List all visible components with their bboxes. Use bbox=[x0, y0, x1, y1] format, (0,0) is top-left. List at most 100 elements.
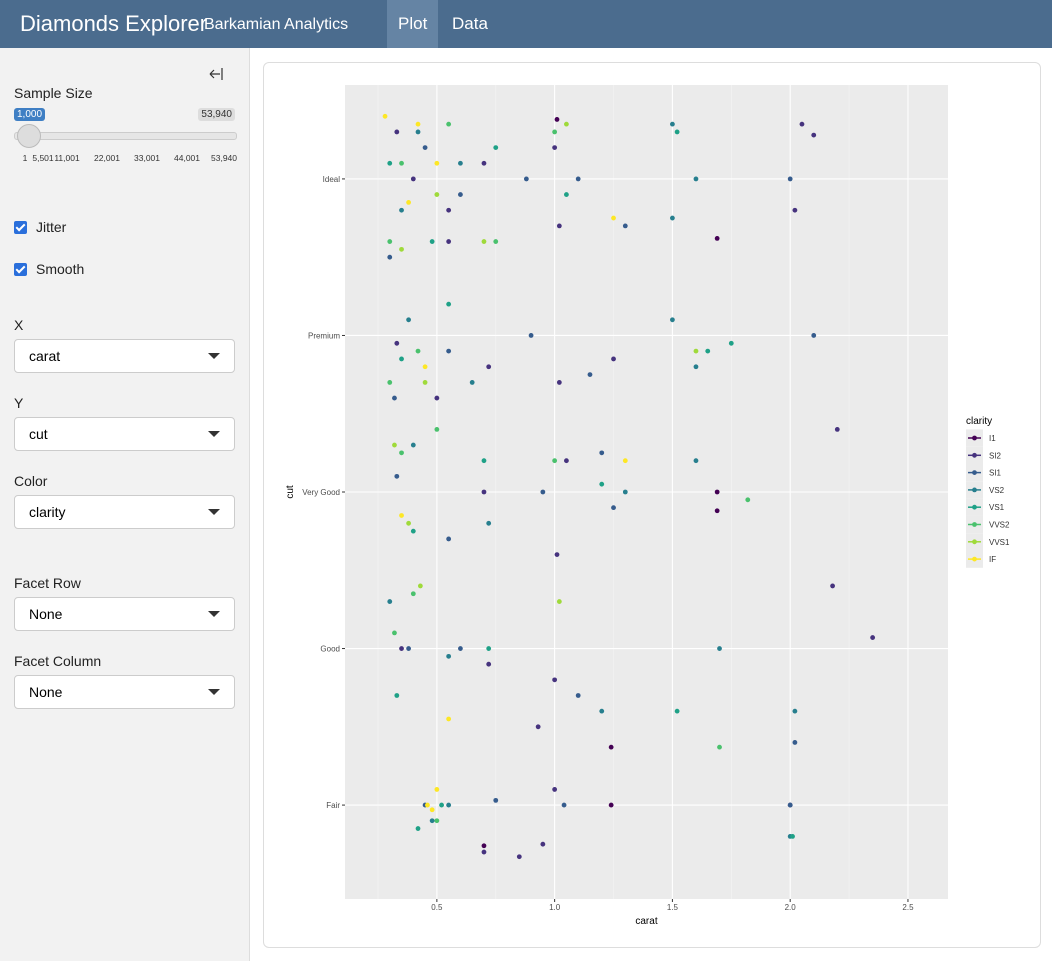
point bbox=[670, 121, 675, 127]
collapse-button[interactable] bbox=[208, 67, 224, 81]
x-tick-label: 0.5 bbox=[431, 903, 443, 912]
point bbox=[439, 802, 444, 808]
point bbox=[394, 340, 400, 346]
point bbox=[611, 356, 616, 362]
caret bbox=[208, 353, 220, 359]
select-value: cut bbox=[29, 426, 48, 442]
point bbox=[425, 802, 430, 808]
point bbox=[564, 121, 569, 127]
point bbox=[481, 489, 487, 495]
point bbox=[387, 239, 393, 244]
point bbox=[399, 207, 404, 213]
point bbox=[434, 160, 440, 166]
select[interactable]: carat bbox=[14, 339, 235, 373]
point bbox=[745, 497, 751, 503]
select[interactable]: clarity bbox=[14, 495, 235, 529]
point bbox=[552, 145, 558, 151]
point bbox=[387, 160, 393, 166]
point bbox=[417, 583, 423, 589]
point bbox=[554, 552, 560, 558]
point bbox=[693, 458, 699, 464]
point bbox=[556, 380, 562, 385]
legend-label: VVS2 bbox=[989, 521, 1010, 530]
tab[interactable]: Plot bbox=[387, 0, 439, 48]
point bbox=[394, 473, 400, 479]
navbar: Diamonds Explorer Barkamian Analytics Pl… bbox=[0, 0, 1052, 48]
caret bbox=[208, 509, 220, 515]
select[interactable]: cut bbox=[14, 417, 235, 451]
y-tick-label: Ideal bbox=[323, 175, 341, 184]
point bbox=[406, 646, 411, 651]
point bbox=[787, 802, 793, 808]
tab[interactable]: Data bbox=[452, 14, 488, 33]
select[interactable]: None bbox=[14, 597, 235, 631]
point bbox=[714, 489, 720, 495]
x-axis-label: carat bbox=[635, 916, 657, 927]
point bbox=[399, 356, 404, 362]
checkbox-label: Jitter bbox=[36, 219, 67, 235]
point bbox=[446, 207, 452, 213]
point bbox=[670, 215, 675, 221]
point bbox=[486, 646, 492, 651]
point bbox=[410, 176, 416, 182]
legend-point bbox=[972, 487, 977, 493]
point bbox=[394, 693, 400, 698]
plot-card bbox=[263, 62, 1041, 948]
point bbox=[787, 176, 793, 182]
point bbox=[429, 818, 435, 824]
point bbox=[481, 843, 487, 849]
slider-thumb[interactable] bbox=[17, 124, 41, 148]
select-value: clarity bbox=[29, 504, 66, 520]
point bbox=[790, 833, 795, 839]
point bbox=[714, 236, 720, 241]
point bbox=[670, 317, 675, 323]
x-tick-label: 1.5 bbox=[667, 903, 679, 912]
point bbox=[415, 348, 421, 354]
point bbox=[693, 348, 699, 354]
app-subtitle: Barkamian Analytics bbox=[204, 16, 349, 33]
point bbox=[415, 826, 421, 831]
point bbox=[387, 380, 393, 385]
caret bbox=[208, 689, 220, 695]
legend-label: SI2 bbox=[989, 451, 1002, 460]
point bbox=[446, 239, 452, 244]
point bbox=[399, 160, 404, 166]
select[interactable]: None bbox=[14, 675, 235, 709]
point bbox=[399, 646, 404, 651]
legend-point bbox=[972, 470, 977, 475]
point bbox=[622, 223, 628, 229]
slider-track[interactable] bbox=[14, 132, 237, 140]
point bbox=[792, 740, 798, 745]
point bbox=[564, 192, 569, 197]
point bbox=[599, 481, 605, 487]
x-tick-label: 2.0 bbox=[785, 903, 797, 912]
point bbox=[705, 348, 711, 354]
point bbox=[429, 807, 435, 813]
point bbox=[406, 317, 411, 323]
checkbox[interactable] bbox=[14, 263, 27, 276]
point bbox=[387, 599, 393, 604]
point bbox=[693, 176, 699, 182]
point bbox=[611, 505, 616, 511]
point bbox=[799, 121, 805, 127]
slider-tick-label: 5,501 bbox=[32, 153, 54, 163]
point bbox=[564, 458, 569, 464]
point bbox=[811, 132, 817, 138]
legend-title: clarity bbox=[966, 416, 992, 427]
point bbox=[434, 818, 440, 824]
point bbox=[535, 724, 541, 730]
point bbox=[622, 458, 628, 464]
sidebar: Sample Size 1,000 53,940 1 5,501 11,001 22,… bbox=[0, 48, 250, 961]
checkbox[interactable] bbox=[14, 221, 27, 234]
point bbox=[399, 246, 404, 252]
point bbox=[575, 693, 581, 698]
point bbox=[792, 708, 798, 714]
point bbox=[693, 364, 699, 370]
point bbox=[834, 426, 840, 432]
point bbox=[540, 841, 546, 847]
point bbox=[415, 129, 421, 135]
point bbox=[599, 450, 605, 456]
point bbox=[446, 802, 452, 808]
y-tick-label: Very Good bbox=[302, 488, 340, 497]
point bbox=[674, 708, 680, 714]
